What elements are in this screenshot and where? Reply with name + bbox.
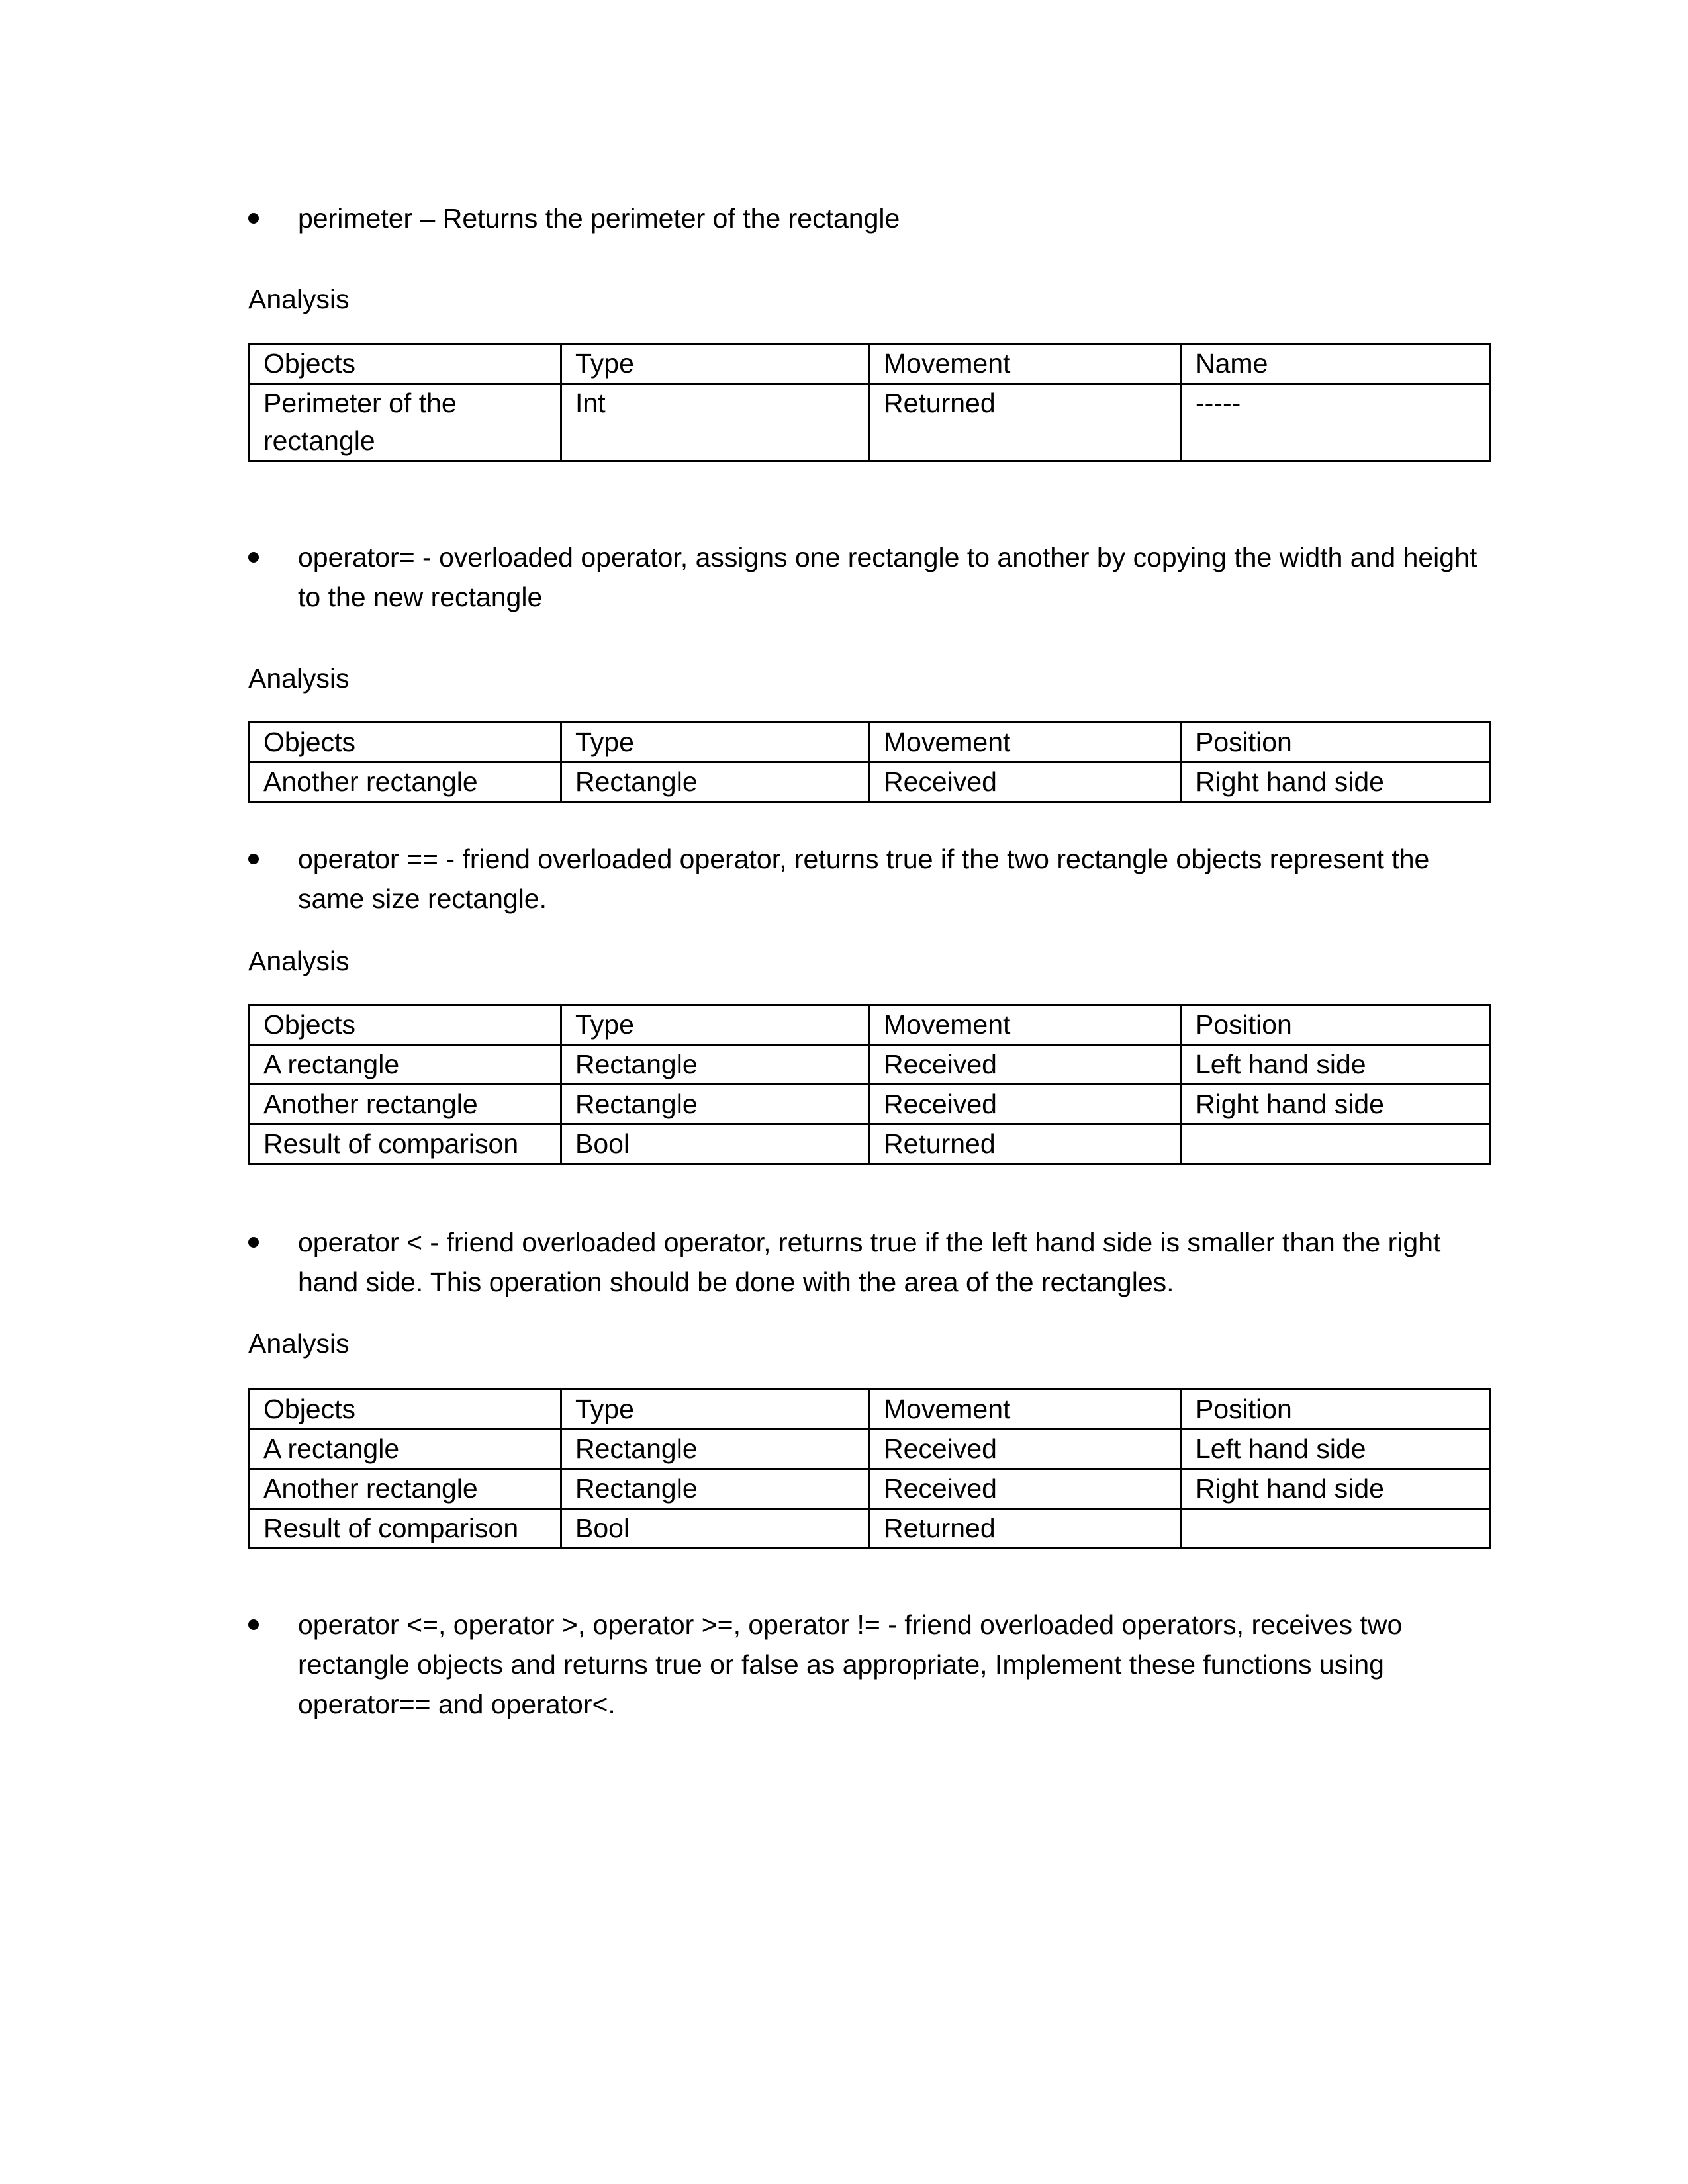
table-cell: Received	[868, 1468, 1182, 1510]
table-cell: Perimeter of the rectangle	[248, 383, 562, 462]
table-cell: Another rectangle	[248, 1468, 562, 1510]
table-header-cell: Type	[560, 1004, 870, 1046]
table-header-cell: Type	[560, 343, 870, 385]
table-cell: Left hand side	[1180, 1428, 1491, 1470]
table-row: Result of comparison Bool Returned	[248, 1123, 1491, 1165]
table-cell: -----	[1180, 383, 1491, 462]
analysis-label: Analysis	[248, 946, 350, 976]
table-row: Another rectangle Rectangle Received Right …	[248, 1468, 1491, 1510]
table-row: Perimeter of the rectangle Int Returned ---…	[248, 383, 1491, 462]
table-header-cell: Type	[560, 1388, 870, 1430]
table-cell: Right hand side	[1180, 1083, 1491, 1125]
table-header-cell: Position	[1180, 1004, 1491, 1046]
analysis-label: Analysis	[248, 1328, 350, 1359]
table-header-cell: Movement	[868, 1004, 1182, 1046]
table-header-cell: Objects	[248, 1388, 562, 1430]
table-header-row: Objects Type Movement Name	[248, 343, 1491, 385]
table-cell: Returned	[868, 1508, 1182, 1549]
table-header-cell: Movement	[868, 721, 1182, 763]
table-header-row: Objects Type Movement Position	[248, 1004, 1491, 1046]
table-cell: Bool	[560, 1123, 870, 1165]
table-cell: Left hand side	[1180, 1044, 1491, 1085]
table-cell	[1180, 1508, 1491, 1549]
bullet-icon	[248, 213, 259, 224]
analysis-table: Objects Type Movement Position A rectangle Re…	[248, 1388, 1491, 1549]
analysis-table: Objects Type Movement Position A rectangle Re…	[248, 1004, 1491, 1165]
table-header-cell: Movement	[868, 1388, 1182, 1430]
table-cell: Returned	[868, 383, 1182, 462]
table-cell: Another rectangle	[248, 1083, 562, 1125]
analysis-label: Analysis	[248, 663, 350, 694]
table-row: Another rectangle Rectangle Received Right …	[248, 1083, 1491, 1125]
table-cell: Rectangle	[560, 1428, 870, 1470]
bullet-item-operator-less: operator < - friend overloaded operator,…	[248, 1222, 1493, 1302]
table-cell: Result of comparison	[248, 1123, 562, 1165]
bullet-icon	[248, 552, 259, 563]
table-cell: Rectangle	[560, 1468, 870, 1510]
bullet-text: operator= - overloaded operator, assigns…	[298, 542, 1477, 612]
table-cell: Result of comparison	[248, 1508, 562, 1549]
table-cell: Rectangle	[560, 1044, 870, 1085]
table-cell: Received	[868, 1428, 1182, 1470]
table-cell: Returned	[868, 1123, 1182, 1165]
table-header-cell: Movement	[868, 343, 1182, 385]
bullet-text: operator <=, operator >, operator >=, op…	[298, 1610, 1403, 1719]
table-header-cell: Objects	[248, 721, 562, 763]
table-cell: A rectangle	[248, 1044, 562, 1085]
table-row: Another rectangle Rectangle Received Right …	[248, 761, 1491, 803]
bullet-item-operator-equal: operator == - friend overloaded operator…	[248, 839, 1493, 919]
table-header-cell: Position	[1180, 1388, 1491, 1430]
bullet-text: operator == - friend overloaded operator…	[298, 844, 1430, 914]
bullet-item-operator-assign: operator= - overloaded operator, assigns…	[248, 537, 1493, 617]
table-row: A rectangle Rectangle Received Left hand si…	[248, 1428, 1491, 1470]
table-cell: Int	[560, 383, 870, 462]
table-header-row: Objects Type Movement Position	[248, 721, 1491, 763]
table-cell: A rectangle	[248, 1428, 562, 1470]
table-header-cell: Objects	[248, 343, 562, 385]
table-cell: Received	[868, 1044, 1182, 1085]
table-cell: Another rectangle	[248, 761, 562, 803]
table-header-row: Objects Type Movement Position	[248, 1388, 1491, 1430]
analysis-label: Analysis	[248, 284, 350, 314]
bullet-icon	[248, 1619, 259, 1630]
bullet-text: operator < - friend overloaded operator,…	[298, 1227, 1441, 1297]
bullet-item-perimeter: perimeter – Returns the perimeter of the…	[248, 199, 1493, 238]
table-cell: Received	[868, 761, 1182, 803]
table-cell	[1180, 1123, 1491, 1165]
table-cell: Rectangle	[560, 761, 870, 803]
bullet-text: perimeter – Returns the perimeter of the…	[298, 203, 900, 234]
table-header-cell: Type	[560, 721, 870, 763]
analysis-table: Objects Type Movement Position Another recta…	[248, 721, 1491, 803]
table-cell: Rectangle	[560, 1083, 870, 1125]
analysis-table: Objects Type Movement Name Perimeter of the …	[248, 343, 1491, 462]
table-header-cell: Position	[1180, 721, 1491, 763]
table-cell: Right hand side	[1180, 1468, 1491, 1510]
bullet-icon	[248, 1237, 259, 1248]
table-row: Result of comparison Bool Returned	[248, 1508, 1491, 1549]
bullet-item-other-operators: operator <=, operator >, operator >=, op…	[248, 1605, 1493, 1724]
table-row: A rectangle Rectangle Received Left hand si…	[248, 1044, 1491, 1085]
table-cell: Bool	[560, 1508, 870, 1549]
table-cell: Right hand side	[1180, 761, 1491, 803]
table-cell: Received	[868, 1083, 1182, 1125]
bullet-icon	[248, 854, 259, 864]
table-header-cell: Objects	[248, 1004, 562, 1046]
table-header-cell: Name	[1180, 343, 1491, 385]
